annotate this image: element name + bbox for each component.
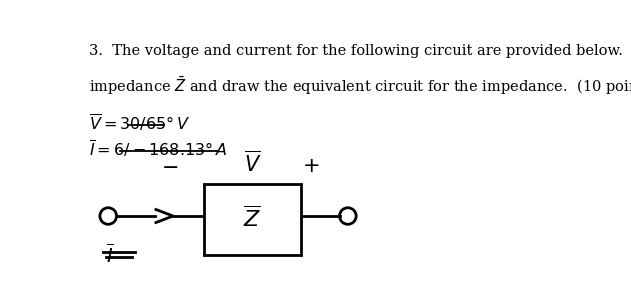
Text: $-$: $-$ — [161, 157, 178, 176]
Text: impedance $\bar{Z}$ and draw the equivalent circuit for the impedance.  (10 poin: impedance $\bar{Z}$ and draw the equival… — [88, 75, 631, 97]
Bar — [204, 184, 302, 255]
Text: $\overline{Z}$: $\overline{Z}$ — [244, 207, 261, 232]
Text: $\overline{V} = 30/65°\,V$: $\overline{V} = 30/65°\,V$ — [88, 113, 190, 134]
Text: $\overline{V}$: $\overline{V}$ — [244, 150, 261, 176]
Text: 3.  The voltage and current for the following circuit are provided below.  Calcu: 3. The voltage and current for the follo… — [88, 44, 631, 58]
Text: $+$: $+$ — [302, 157, 320, 176]
Text: $\overline{I}$: $\overline{I}$ — [106, 243, 114, 267]
Text: $\overline{I} = 6/-168.13°\,A$: $\overline{I} = 6/-168.13°\,A$ — [88, 139, 227, 160]
